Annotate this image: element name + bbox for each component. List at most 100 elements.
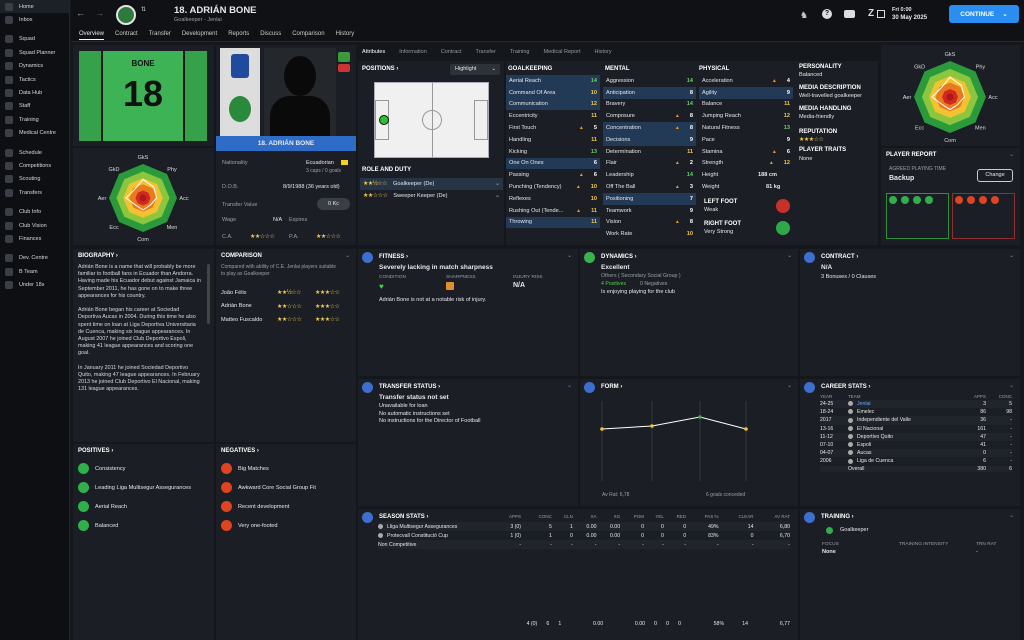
attribute-row[interactable]: Kicking 13	[506, 146, 600, 158]
sidebar-item-squad[interactable]: Squad	[0, 33, 69, 46]
positives-title[interactable]: POSITIVES ›	[78, 448, 114, 454]
attribute-row[interactable]: Natural Fitness 13	[699, 122, 793, 134]
negative-item[interactable]: Very one-footed	[221, 516, 353, 535]
sidebar-item-competitions[interactable]: Competitions	[0, 159, 69, 172]
chevron-down-icon[interactable]: ⌄	[787, 253, 793, 259]
sidebar-item-inbox[interactable]: Inbox	[0, 13, 69, 26]
continue-button[interactable]: CONTINUE ⌄	[949, 5, 1019, 23]
attribute-row[interactable]: First Touch ▲ 5	[506, 122, 600, 134]
subtab-contract[interactable]: Contract	[440, 49, 462, 55]
attribute-row[interactable]: Punching (Tendency) ▲ 10	[506, 181, 600, 193]
attribute-row[interactable]: Throwing 11	[506, 216, 600, 229]
contract-title[interactable]: CONTRACT ›	[821, 254, 859, 260]
subtab-transfer[interactable]: Transfer	[475, 49, 496, 55]
negative-icon[interactable]	[991, 196, 999, 204]
highlight-dropdown[interactable]: Highlight ⌄	[450, 64, 500, 75]
positive-item[interactable]: Consistency	[78, 459, 210, 478]
attribute-row[interactable]: Positioning 7	[603, 192, 696, 205]
back-icon[interactable]: ←	[76, 8, 85, 18]
role-row[interactable]: ★★☆☆☆ Sweeper Keeper (De) ⌄	[360, 190, 503, 202]
tab-history[interactable]: History	[335, 31, 355, 37]
tab-comparison[interactable]: Comparison	[292, 31, 325, 37]
sidebar-item-data-hub[interactable]: Data Hub	[0, 86, 69, 99]
club-icon[interactable]: ♞	[800, 10, 809, 20]
chevron-down-icon[interactable]: ⌄	[787, 383, 793, 389]
attribute-row[interactable]: Composure ▲ 8	[603, 110, 696, 122]
tab-overview[interactable]: Overview	[79, 31, 105, 40]
positions-title[interactable]: POSITIONS ›	[362, 66, 399, 72]
attribute-row[interactable]: Communication 12	[506, 98, 600, 111]
attribute-row[interactable]: Work Rate 10	[603, 228, 696, 240]
attribute-row[interactable]: Determination 11	[603, 146, 696, 158]
negative-icon[interactable]	[955, 196, 963, 204]
sidebar-item-club-vision[interactable]: Club Vision	[0, 219, 69, 232]
form-title[interactable]: FORM ›	[601, 384, 623, 390]
negative-item[interactable]: Awkward Core Social Group Fit	[221, 478, 353, 497]
chevron-down-icon[interactable]: ⌄	[567, 383, 573, 389]
sidebar-item-tactics[interactable]: Tactics	[0, 73, 69, 86]
table-row[interactable]: 13-16 El Nacional 161 -	[820, 425, 1012, 433]
table-row[interactable]: Lliga Multisegur Assegurances 3 (0) 5 1 0.00…	[378, 522, 790, 531]
negative-icon[interactable]	[979, 196, 987, 204]
table-row[interactable]: Protecvall Constitució Cup 1 (0) 1 0 0.00 0.0…	[378, 531, 790, 540]
sidebar-item-home[interactable]: Home	[0, 0, 69, 14]
table-row[interactable]: 04-07 Aucas 0 -	[820, 449, 1012, 458]
attribute-row[interactable]: Anticipation 8	[603, 86, 696, 99]
season-stats-title[interactable]: SEASON STATS ›	[379, 514, 429, 520]
attribute-row[interactable]: Pace 9	[699, 134, 793, 146]
sidebar-item-squad-planner[interactable]: Squad Planner	[0, 46, 69, 59]
attribute-row[interactable]: Stamina ▲ 6	[699, 146, 793, 158]
negative-icon[interactable]	[967, 196, 975, 204]
positive-icon[interactable]	[913, 196, 921, 204]
sidebar-item-scouting[interactable]: Scouting	[0, 173, 69, 186]
comparison-row[interactable]: João Félix ★★½☆☆ ★★★☆☆	[221, 286, 351, 300]
subtab-medical-report[interactable]: Medical Report	[543, 49, 581, 55]
chevron-down-icon[interactable]: ⌄	[1009, 152, 1015, 158]
chevron-down-icon[interactable]: ⌄	[494, 181, 500, 188]
sidebar-item-dev-centre[interactable]: Dev. Centre	[0, 252, 69, 265]
video-icon[interactable]	[844, 10, 855, 18]
sidebar-item-dynamics[interactable]: Dynamics	[0, 60, 69, 73]
positive-item[interactable]: Leading Liga Multisegur Assegurances	[78, 478, 210, 497]
form-point[interactable]	[744, 427, 748, 431]
positive-item[interactable]: Aerial Reach	[78, 497, 210, 516]
attribute-row[interactable]: Eccentricity 11	[506, 110, 600, 122]
sidebar-item-staff[interactable]: Staff	[0, 100, 69, 113]
attribute-row[interactable]: Off The Ball ▲ 3	[603, 181, 696, 193]
table-row[interactable]: 24-25 Jenlai 3 5	[820, 400, 1012, 409]
negative-item[interactable]: Big Matches	[221, 459, 353, 478]
positive-item[interactable]: Balanced	[78, 516, 210, 535]
attribute-row[interactable]: Balance 11	[699, 99, 793, 111]
chevron-down-icon[interactable]: ⌄	[567, 253, 573, 259]
sidebar-item-transfers[interactable]: Transfers	[0, 186, 69, 199]
change-button[interactable]: Change	[977, 169, 1013, 182]
chevron-down-icon[interactable]: ⌄	[1009, 253, 1015, 259]
table-row[interactable]: Overall 380 6	[820, 465, 1012, 472]
help-icon[interactable]: ?	[822, 9, 832, 19]
gk-position-marker[interactable]	[379, 115, 389, 125]
transfer-status-title[interactable]: TRANSFER STATUS ›	[379, 384, 441, 390]
table-row[interactable]: 18-24 Emelec 86 98	[820, 408, 1012, 416]
attribute-row[interactable]: Rushing Out (Tende... ▲ 11	[506, 205, 600, 217]
attribute-row[interactable]: Jumping Reach 12	[699, 110, 793, 122]
subtab-history[interactable]: History	[594, 49, 612, 55]
tag-badge[interactable]	[338, 64, 350, 72]
tab-discuss[interactable]: Discuss	[260, 31, 282, 37]
z-icon[interactable]: Z	[868, 8, 875, 19]
positive-icon[interactable]	[925, 196, 933, 204]
form-point[interactable]	[698, 415, 702, 419]
transfer-value-button[interactable]: 0 Kc	[317, 198, 350, 210]
attribute-row[interactable]: Passing ▲ 6	[506, 169, 600, 181]
role-row[interactable]: ★★½☆☆ Goalkeeper (De) ⌄	[360, 178, 503, 190]
sidebar-item-b-team[interactable]: B Team	[0, 265, 69, 278]
sidebar-item-finances[interactable]: Finances	[0, 232, 69, 245]
attribute-row[interactable]: Concentration ▲ 8	[603, 122, 696, 134]
negative-item[interactable]: Recent development	[221, 497, 353, 516]
tab-development[interactable]: Development	[181, 31, 218, 37]
attribute-row[interactable]: Flair ▲ 2	[603, 158, 696, 170]
subtab-training[interactable]: Training	[509, 49, 530, 55]
attribute-row[interactable]: Aggression 14	[603, 75, 696, 87]
attribute-row[interactable]: Teamwork 9	[603, 205, 696, 217]
biography-title[interactable]: BIOGRAPHY ›	[78, 253, 118, 259]
sidebar-item-medical-centre[interactable]: Medical Centre	[0, 127, 69, 140]
